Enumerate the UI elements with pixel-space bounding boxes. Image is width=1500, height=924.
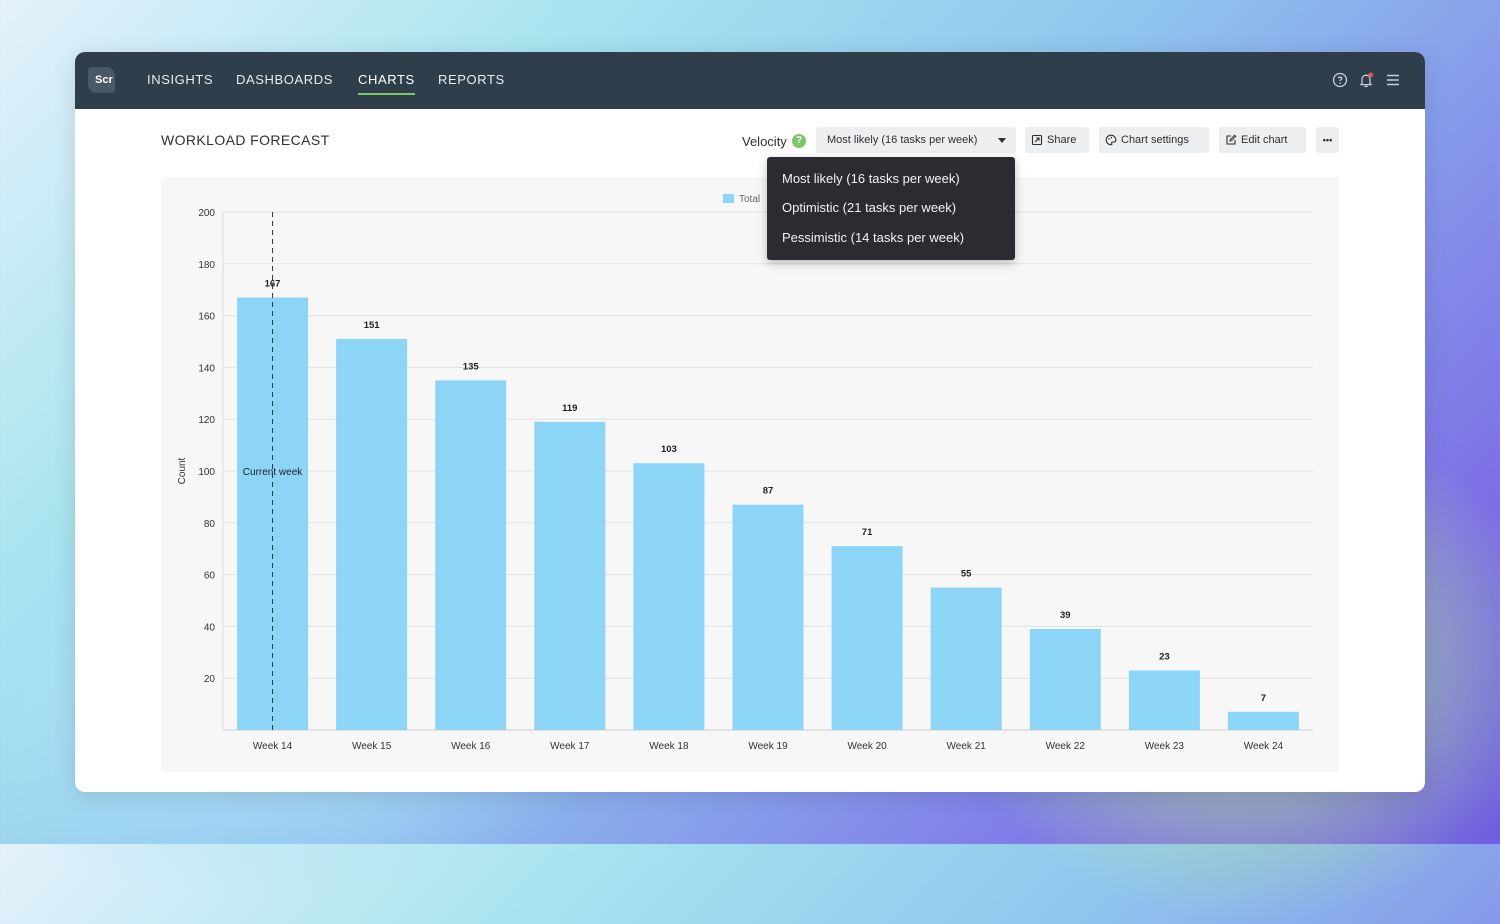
edit-chart-label: Edit chart xyxy=(1241,134,1288,146)
velocity-dropdown-menu: Most likely (16 tasks per week) Optimist… xyxy=(767,157,1015,260)
edit-icon xyxy=(1226,134,1237,145)
bar-value-label: 23 xyxy=(1159,651,1170,662)
x-tick-label: Week 18 xyxy=(649,741,689,752)
nav-dashboards[interactable]: DASHBOARDS xyxy=(236,72,334,87)
share-button[interactable]: Share xyxy=(1025,127,1089,153)
nav-charts-label: CHARTS xyxy=(358,72,415,87)
y-tick-label: 80 xyxy=(204,519,216,530)
nav-insights[interactable]: INSIGHTS xyxy=(147,72,214,87)
y-tick-label: 180 xyxy=(198,260,215,271)
bar-value-label: 87 xyxy=(763,486,774,497)
bar[interactable] xyxy=(1029,628,1101,730)
more-options-button[interactable]: ••• xyxy=(1316,127,1339,153)
nav-charts[interactable]: CHARTS xyxy=(358,72,415,95)
active-nav-indicator xyxy=(358,93,415,95)
y-tick-label: 40 xyxy=(204,622,216,633)
app-window: Scr INSIGHTS DASHBOARDS CHARTS REPORTS W… xyxy=(75,52,1425,792)
bar[interactable] xyxy=(831,546,903,730)
bar[interactable] xyxy=(1128,670,1200,730)
bar[interactable] xyxy=(336,338,408,730)
x-tick-label: Week 23 xyxy=(1145,741,1185,752)
bar-value-label: 167 xyxy=(265,278,281,289)
more-dots-icon: ••• xyxy=(1322,135,1333,145)
chart-settings-button[interactable]: Chart settings xyxy=(1099,127,1209,153)
y-tick-label: 100 xyxy=(198,467,215,478)
logo-text: Scr xyxy=(95,74,113,86)
velocity-select-value: Most likely (16 tasks per week) xyxy=(827,134,978,146)
caret-down-icon xyxy=(998,138,1006,143)
bar[interactable] xyxy=(930,587,1002,730)
bar-value-label: 55 xyxy=(961,569,972,580)
velocity-help-icon[interactable]: ? xyxy=(792,134,806,148)
workload-forecast-chart: 20 40 60 80 100 120 140 160 180 200 Count Total 167 W… xyxy=(161,177,1339,772)
nav-reports[interactable]: REPORTS xyxy=(438,72,505,87)
velocity-label: Velocity xyxy=(742,134,787,149)
palette-icon xyxy=(1105,134,1117,146)
edit-chart-button[interactable]: Edit chart xyxy=(1219,127,1306,153)
notification-dot xyxy=(1368,72,1373,78)
velocity-option-pessimistic[interactable]: Pessimistic (14 tasks per week) xyxy=(782,230,965,245)
legend-label-total[interactable]: Total xyxy=(739,194,760,205)
share-icon xyxy=(1031,134,1043,146)
chart-settings-label: Chart settings xyxy=(1121,134,1189,146)
bar[interactable] xyxy=(435,380,507,730)
page-title: WORKLOAD FORECAST xyxy=(161,132,330,148)
bar-chart-canvas: 20 40 60 80 100 120 140 160 180 200 Count Total 167 W… xyxy=(177,194,1313,752)
x-tick-label: Week 16 xyxy=(451,741,491,752)
y-tick-label: 160 xyxy=(198,312,215,323)
bar-value-label: 71 xyxy=(862,527,873,538)
y-tick-label: 200 xyxy=(198,208,215,219)
y-tick-label: 140 xyxy=(198,363,215,374)
bar[interactable] xyxy=(633,463,705,730)
x-tick-label: Week 20 xyxy=(847,741,887,752)
bar-value-label: 39 xyxy=(1060,610,1071,621)
x-tick-label: Week 22 xyxy=(1046,741,1086,752)
y-tick-label: 60 xyxy=(204,571,216,582)
x-tick-label: Week 19 xyxy=(748,741,788,752)
y-tick-label: 20 xyxy=(204,674,216,685)
share-label: Share xyxy=(1047,134,1077,146)
bar[interactable] xyxy=(732,504,804,730)
app-logo[interactable]: Scr xyxy=(88,67,115,93)
legend-swatch-total xyxy=(723,194,734,203)
bar-value-label: 103 xyxy=(661,444,677,455)
top-navigation-bar: Scr INSIGHTS DASHBOARDS CHARTS REPORTS xyxy=(75,52,1425,109)
x-tick-label: Week 14 xyxy=(253,741,293,752)
velocity-select[interactable]: Most likely (16 tasks per week) xyxy=(816,127,1016,153)
current-week-annotation-label: Current week xyxy=(243,467,303,478)
x-tick-label: Week 21 xyxy=(947,741,987,752)
help-circle-icon[interactable] xyxy=(1332,72,1348,88)
bar-value-label: 135 xyxy=(463,361,480,372)
bar[interactable] xyxy=(534,421,606,730)
bar[interactable] xyxy=(1227,711,1299,730)
hamburger-menu-icon[interactable] xyxy=(1385,72,1401,88)
bar-value-label: 151 xyxy=(364,320,381,331)
bar-value-label: 119 xyxy=(562,403,577,414)
x-tick-label: Week 24 xyxy=(1244,741,1284,752)
bell-icon[interactable] xyxy=(1358,72,1374,88)
velocity-option-most-likely[interactable]: Most likely (16 tasks per week) xyxy=(782,171,960,186)
y-axis-title: Count xyxy=(177,457,188,484)
x-tick-label: Week 17 xyxy=(550,741,590,752)
y-tick-label: 120 xyxy=(198,415,215,426)
velocity-option-optimistic[interactable]: Optimistic (21 tasks per week) xyxy=(782,200,957,215)
bar-value-label: 7 xyxy=(1261,693,1266,704)
x-tick-label: Week 15 xyxy=(352,741,392,752)
